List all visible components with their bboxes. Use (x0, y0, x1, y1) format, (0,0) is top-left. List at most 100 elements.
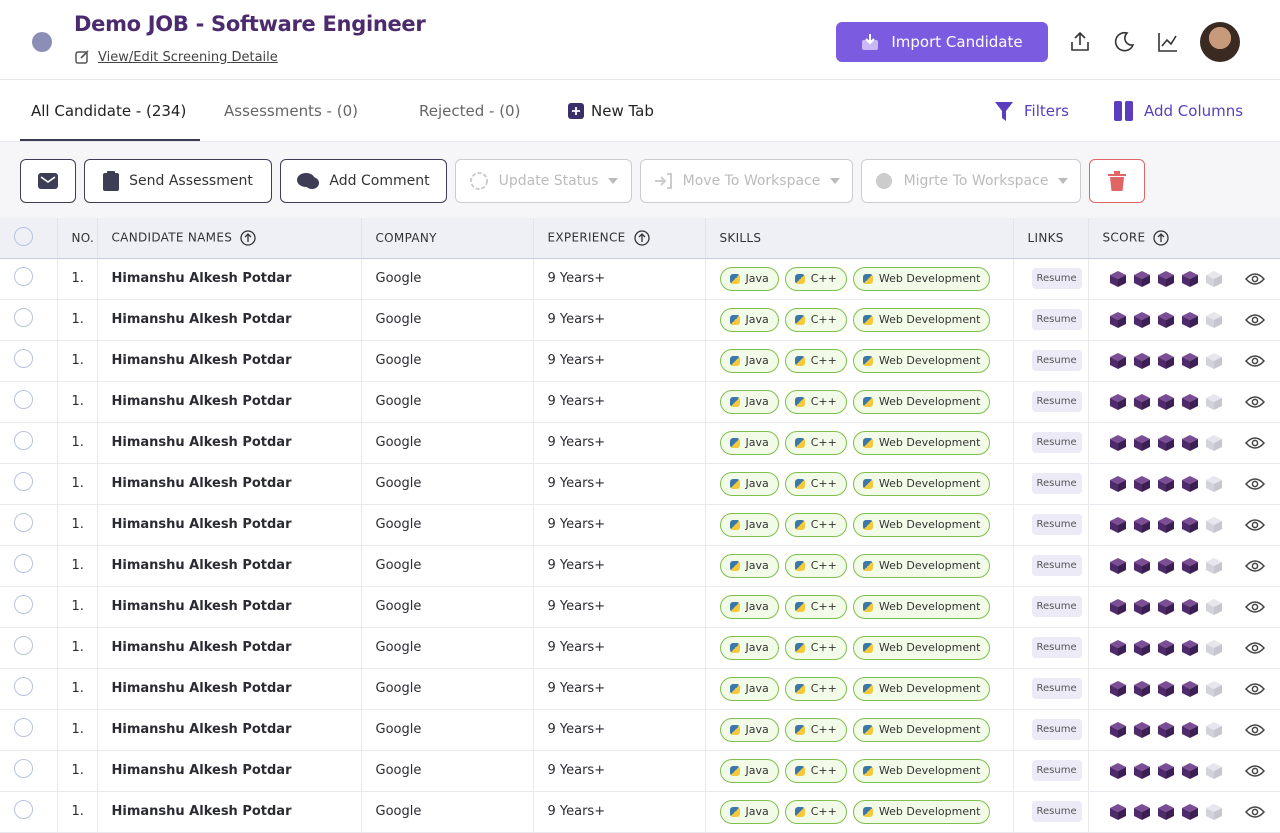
view-icon[interactable] (1244, 600, 1265, 614)
cube-filled (1133, 475, 1150, 492)
filters[interactable]: Filters (994, 100, 1069, 122)
cube-right (1189, 438, 1198, 451)
resume-link[interactable]: Resume (1031, 801, 1082, 822)
cube-empty (1205, 393, 1222, 410)
row-select[interactable] (14, 554, 33, 573)
view-icon[interactable] (1244, 436, 1265, 450)
select-all[interactable] (14, 226, 33, 246)
tab[interactable]: Rejected - (0) (419, 102, 521, 120)
send-assessment-button[interactable]: Send Assessment (84, 159, 272, 203)
row-select[interactable] (14, 472, 33, 491)
dark-mode-icon[interactable] (1112, 30, 1136, 54)
skill-icon (862, 642, 873, 653)
sort-icon[interactable] (1153, 230, 1170, 246)
skills: Java C++ Web Development (705, 504, 1014, 546)
score-cubes (1109, 721, 1223, 739)
comment-icon (297, 173, 320, 189)
email-button[interactable] (20, 159, 76, 203)
skill-pill: C++ (784, 389, 847, 414)
skill-label: C++ (810, 518, 837, 531)
button-label[interactable]: Add Comment (329, 173, 430, 189)
filters-label[interactable]: Filters (1024, 102, 1069, 120)
view-icon[interactable] (1244, 313, 1265, 327)
view-icon[interactable] (1244, 559, 1265, 573)
row-select[interactable] (14, 677, 33, 696)
resume-link[interactable]: Resume (1031, 473, 1082, 494)
import-label[interactable]: Import Candidate (891, 33, 1023, 51)
button-label[interactable]: Move To Workspace (682, 173, 821, 189)
cube-filled (1181, 762, 1198, 779)
tab[interactable]: All Candidate - (234) (31, 102, 187, 120)
button-label[interactable]: Send Assessment (129, 173, 253, 189)
avatar[interactable] (1200, 22, 1240, 62)
move-workspace-button[interactable]: Move To Workspace (640, 159, 853, 203)
score-cubes (1109, 475, 1223, 493)
row-select[interactable] (14, 759, 33, 778)
row-select[interactable] (14, 267, 33, 286)
view-icon[interactable] (1244, 272, 1265, 286)
cube-filled (1109, 598, 1126, 615)
share-icon[interactable] (1068, 30, 1092, 54)
row-select[interactable] (14, 390, 33, 409)
new-tab[interactable]: New Tab (568, 102, 654, 120)
view-icon[interactable] (1244, 354, 1265, 368)
row-select[interactable] (14, 800, 33, 819)
resume-link[interactable]: Resume (1031, 760, 1082, 781)
back-button[interactable] (32, 32, 52, 52)
row-select[interactable] (14, 636, 33, 655)
button-label[interactable]: Migrte To Workspace (903, 173, 1049, 189)
sort-icon[interactable] (240, 230, 256, 246)
cube-left (1181, 438, 1190, 451)
sort-icon[interactable] (633, 230, 650, 246)
resume-link[interactable]: Resume (1031, 596, 1082, 617)
resume-link[interactable]: Resume (1031, 678, 1082, 699)
migrate-workspace-button[interactable]: Migrte To Workspace (861, 159, 1081, 203)
cube-filled (1157, 721, 1174, 738)
view-icon[interactable] (1244, 641, 1265, 655)
cube-left (1157, 438, 1166, 451)
button-label[interactable]: Update Status (498, 173, 599, 189)
view-icon[interactable] (1244, 518, 1265, 532)
delete-button[interactable] (1089, 159, 1145, 203)
add-columns-label[interactable]: Add Columns (1144, 102, 1244, 120)
add-columns[interactable]: Add Columns (1114, 100, 1243, 122)
view-icon[interactable] (1244, 764, 1265, 778)
skill-label: Web Development (878, 272, 981, 285)
resume-link[interactable]: Resume (1031, 309, 1082, 330)
resume-link[interactable]: Resume (1031, 514, 1082, 535)
cube-right (1117, 561, 1126, 574)
screening-link[interactable]: View/Edit Screening Detaile (74, 49, 278, 65)
new-tab-label[interactable]: New Tab (591, 102, 654, 120)
analytics-icon[interactable] (1156, 30, 1180, 54)
resume-link[interactable]: Resume (1031, 637, 1082, 658)
row-select[interactable] (14, 431, 33, 450)
row-number: 1. (57, 791, 98, 833)
row-number: 1. (57, 504, 98, 546)
import-button[interactable]: Import Candidate (836, 22, 1048, 62)
update-status-button[interactable]: Update Status (455, 159, 632, 203)
view-icon[interactable] (1244, 395, 1265, 409)
resume-link[interactable]: Resume (1031, 350, 1082, 371)
resume-link[interactable]: Resume (1031, 432, 1082, 453)
cube-right (1213, 520, 1222, 533)
experience: 9 Years+ (533, 422, 706, 464)
row-select[interactable] (14, 349, 33, 368)
row-select[interactable] (14, 513, 33, 532)
resume-link[interactable]: Resume (1031, 268, 1082, 289)
resume-link[interactable]: Resume (1031, 391, 1082, 412)
view-icon[interactable] (1244, 723, 1265, 737)
resume-link[interactable]: Resume (1031, 719, 1082, 740)
cube-empty (1205, 598, 1222, 615)
row-select[interactable] (14, 308, 33, 327)
row-select[interactable] (14, 595, 33, 614)
view-icon[interactable] (1244, 477, 1265, 491)
tab[interactable]: Assessments - (0) (224, 102, 358, 120)
resume-link[interactable]: Resume (1031, 555, 1082, 576)
company: Google (361, 422, 534, 464)
column-label: NO. (71, 230, 95, 245)
screening-link-text[interactable]: View/Edit Screening Detaile (98, 49, 278, 65)
row-select[interactable] (14, 718, 33, 737)
add-comment-button[interactable]: Add Comment (280, 159, 447, 203)
view-icon[interactable] (1244, 682, 1265, 696)
view-icon[interactable] (1244, 805, 1265, 819)
